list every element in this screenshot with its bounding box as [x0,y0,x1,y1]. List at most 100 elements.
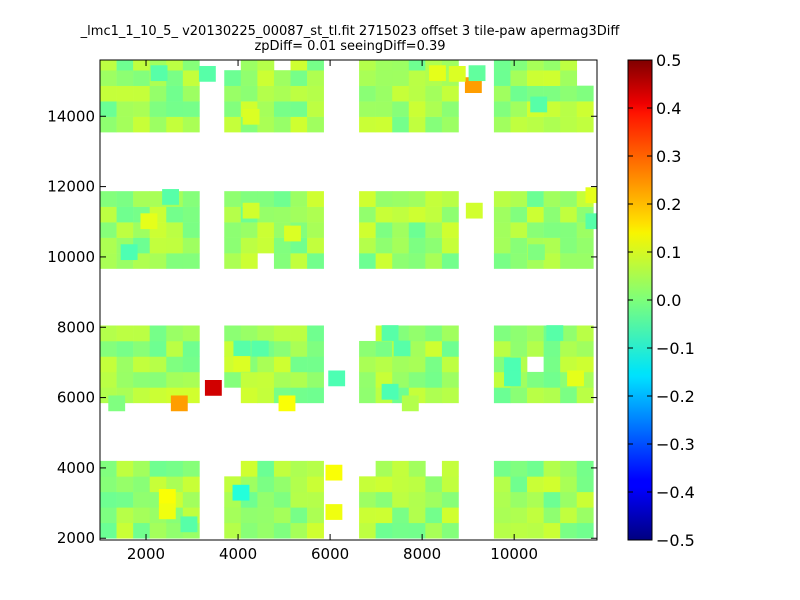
heatmap-cell [392,60,410,71]
heatmap-cell [133,522,150,539]
heatmap-cell [273,522,291,539]
heatmap-cell [493,85,511,102]
heatmap-cell [576,476,594,493]
heatmap-cell [133,491,150,508]
heatmap-cell [425,387,443,404]
heatmap-cell [359,371,376,388]
heatmap-cell [273,507,291,524]
heatmap-cell [493,491,511,508]
heatmap-cell [408,325,426,342]
heatmap-cell [182,340,200,357]
heatmap-cell [576,491,594,508]
heatmap-cell [290,476,308,493]
heatmap-cell [425,325,443,342]
heatmap-cell [273,460,291,477]
heatmap-cell [166,85,184,102]
heatmap-cell [510,101,528,117]
heatmap-cell [257,387,275,404]
heatmap-cell [392,222,410,238]
heatmap-cell [408,340,426,357]
heatmap-cell [100,222,117,238]
heatmap-cell [408,507,426,524]
heatmap-cell [510,70,528,86]
heatmap-cell [233,340,251,357]
colorbar-tick-label: 0.4 [656,99,681,118]
heatmap-cell [290,116,308,133]
heatmap-cell [527,60,544,71]
heatmap-cell [375,60,393,71]
heatmap-cell [133,116,150,133]
heatmap-cell [140,213,158,230]
heatmap-cell [273,237,291,254]
heatmap-cell [392,371,410,388]
heatmap-cell [158,503,176,520]
heatmap-cell [560,101,578,117]
heatmap-cell [425,206,443,223]
heatmap-cell [359,356,376,373]
heatmap-cell [425,101,443,117]
heatmap-cell [307,356,324,373]
heatmap-cell [392,70,410,86]
heatmap-cell [576,522,594,539]
heatmap-cell [359,206,376,223]
heatmap-cell [527,206,544,223]
heatmap-cell [224,70,242,86]
heatmap-cell [273,253,291,269]
heatmap-cell [425,222,443,238]
heatmap-cell [307,237,324,254]
heatmap-cell [543,387,561,404]
heatmap-cell [560,253,578,269]
heatmap-cell [307,85,324,102]
heatmap-cell [576,387,594,404]
heatmap-cell [429,65,446,82]
heatmap-cell [116,522,134,539]
heatmap-cell [166,356,184,373]
heatmap-cell [224,85,242,102]
heatmap-cell [182,253,200,269]
heatmap-cell [576,507,594,524]
x-axis: 2000 4000 6000 8000 10000 [127,60,538,563]
y-tick-label: 14000 [47,107,95,125]
heatmap-cell [359,522,376,539]
heatmap-cell [408,85,426,102]
heatmap-cell [359,253,376,269]
heatmap-cell [290,191,308,207]
heatmap-cell [493,340,511,357]
heatmap-cell [560,522,578,539]
heatmap-cell [510,237,528,254]
heatmap-cell [560,476,578,493]
heatmap-cell [290,491,308,508]
heatmap-cell [425,476,443,493]
heatmap-cell [425,237,443,254]
heatmap-cell [150,65,168,82]
heatmap-cell [510,222,528,238]
heatmap-cell [408,253,426,269]
heatmap-cell [464,77,482,94]
y-tick-label: 12000 [47,178,95,196]
heatmap-cell [441,460,459,477]
heatmap-cell [441,116,459,133]
heatmap-cell [257,60,275,71]
heatmap-cell [510,491,528,508]
heatmap-cell [510,460,528,477]
heatmap-cell [182,491,200,508]
heatmap-cell [527,325,544,342]
heatmap-cell [100,116,117,133]
heatmap-cell [527,491,544,508]
heatmap-cell [493,460,511,477]
heatmap-cell [273,206,291,223]
colorbar-tick-label: 0.1 [656,243,681,262]
heatmap-cell [527,371,544,388]
heatmap-cell [116,325,134,342]
heatmap-cell [182,237,200,254]
heatmap-cell [166,476,184,493]
heatmap-cell [546,325,564,341]
heatmap-cell [408,522,426,539]
heatmap-cell [530,96,548,113]
y-tick-label: 6000 [57,389,95,407]
heatmap-cell [392,356,410,373]
heatmap-cell [182,191,200,207]
heatmap-cell [133,460,150,477]
heatmap-cell [527,476,544,493]
heatmap-cell [560,60,578,71]
